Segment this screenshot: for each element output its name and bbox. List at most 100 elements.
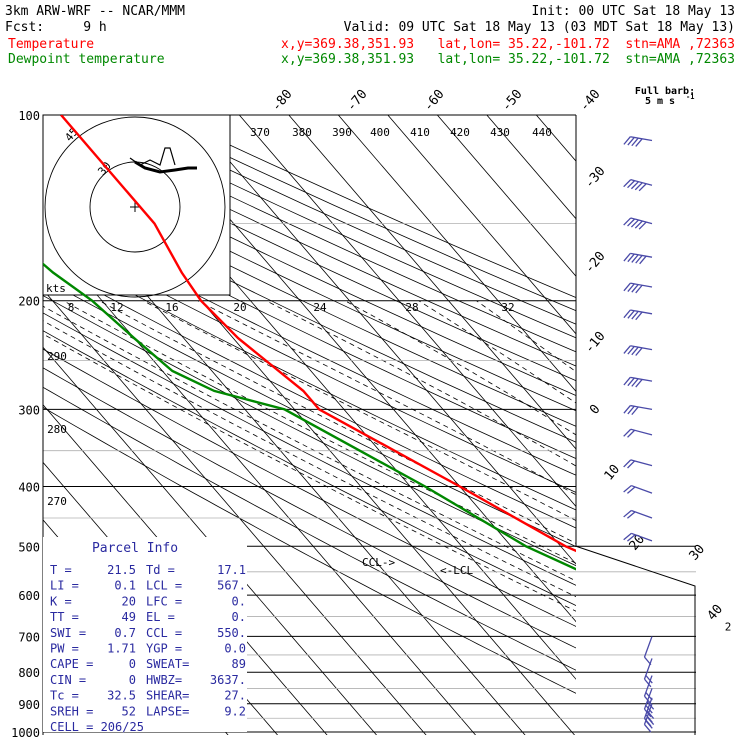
parcel-row: CAPE = 0 SWEAT= 89 xyxy=(50,657,246,671)
lcl-marker: <-LCL xyxy=(440,564,473,577)
wind-barb xyxy=(623,459,653,469)
wind-barb-flag xyxy=(631,346,639,356)
isotherm-label: -60 xyxy=(421,87,448,115)
parcel-label: PW = xyxy=(50,642,79,656)
wind-barb-flag xyxy=(635,378,643,388)
parcel-label: HWBZ= xyxy=(146,673,182,687)
moist-adiabat xyxy=(63,300,576,564)
wind-barb-flag xyxy=(635,284,643,294)
parcel-row: CIN = 0 HWBZ= 3637. xyxy=(50,673,246,687)
parcel-label: LI = xyxy=(50,579,79,593)
wind-barb-flag xyxy=(631,254,639,263)
parcel-label: LFC = xyxy=(146,594,182,608)
wind-barb-flag xyxy=(630,219,639,228)
moist-adiabat xyxy=(197,300,576,496)
wind-barb xyxy=(623,136,653,147)
theta-label: 270 xyxy=(47,495,67,508)
pressure-tick-label: 700 xyxy=(18,630,40,644)
wind-barb-flag xyxy=(643,724,652,733)
pressure-tick-label: 600 xyxy=(18,589,40,603)
parcel-row: K = 20 LFC = 0. xyxy=(50,594,246,608)
parcel-info-panel: Parcel Info T = 21.5 Td = 17.1 LI = 0.1 LCL = 5… xyxy=(43,537,247,734)
wind-barb xyxy=(623,428,653,438)
pressure-tick-label: 100 xyxy=(18,109,40,123)
parcel-value: 9.2 xyxy=(224,704,246,718)
parcel-label: SWEAT= xyxy=(146,657,189,671)
wind-barb-flag xyxy=(645,720,653,729)
dewpoint-profile xyxy=(43,262,576,571)
forecast-hour: Fcst: 9 h xyxy=(5,20,107,35)
wind-barb-flag xyxy=(643,708,652,718)
pressure-tick-label: 400 xyxy=(18,480,40,494)
dry-adiabat xyxy=(43,386,576,671)
parcel-row: Tc = 32.5 SHEAR= 27. xyxy=(50,689,246,703)
pressure-tick-label: 200 xyxy=(18,295,40,309)
wind-barb-flag xyxy=(623,252,631,262)
wind-barb xyxy=(623,376,653,388)
isotherm-label: -50 xyxy=(499,87,526,115)
wind-barb-flag xyxy=(631,378,639,387)
wind-barb-flag xyxy=(639,255,647,265)
hodograph-speed-label: 32 xyxy=(501,301,514,314)
parcel-value: 0 xyxy=(129,657,136,671)
parcel-row: T = 21.5 Td = 17.1 xyxy=(50,563,246,577)
dry-adiabat xyxy=(43,312,576,586)
isotherm-label: 0 xyxy=(587,402,604,418)
parcel-value: 1.71 xyxy=(107,642,136,656)
isotherm-label: -70 xyxy=(344,87,371,115)
parcel-label: YGP = xyxy=(146,642,182,656)
parcel-value: 0. xyxy=(232,610,246,624)
parcel-value: 89 xyxy=(232,657,246,671)
wind-barb-flag xyxy=(631,406,639,416)
wind-barb xyxy=(643,658,653,688)
theta-e-label: 370 xyxy=(250,126,270,139)
hodograph-kts-label: kts xyxy=(46,282,66,295)
wind-barb-flag xyxy=(623,485,632,493)
wind-barb-flag xyxy=(638,183,647,192)
parcel-label: CAPE = xyxy=(50,657,93,671)
wind-barb xyxy=(623,509,653,519)
dry-adiabat xyxy=(43,330,576,606)
hodograph-frame xyxy=(42,114,231,296)
isotherm xyxy=(288,115,576,450)
parcel-label: SHEAR= xyxy=(146,689,189,703)
wind-barb xyxy=(643,703,655,733)
wind-barb xyxy=(623,282,653,294)
wind-barb-flag xyxy=(623,510,632,518)
moist-adiabat xyxy=(142,300,576,522)
hodograph-speed-label: 24 xyxy=(313,301,327,314)
theta-e-label: 420 xyxy=(450,126,470,139)
parcel-value: 32.5 xyxy=(107,689,136,703)
isotherm xyxy=(238,115,576,508)
dry-adiabat xyxy=(43,295,576,567)
wind-barb-flag xyxy=(623,282,631,292)
pressure-tick-label: 900 xyxy=(18,698,40,712)
wind-barb-flag xyxy=(623,179,632,188)
isotherm xyxy=(387,115,576,335)
wind-barb-flag xyxy=(627,511,636,519)
wind-barb-flag xyxy=(627,253,635,263)
isotherm xyxy=(139,115,576,623)
wind-barb-flag xyxy=(627,486,636,494)
wind-barb-flag xyxy=(630,181,639,190)
dry-adiabat xyxy=(43,367,576,649)
isotherm xyxy=(486,115,576,220)
wind-barb xyxy=(643,688,655,718)
parcel-value: 0.0 xyxy=(224,642,246,656)
parcel-label: K = xyxy=(50,594,72,608)
wind-barb-flag xyxy=(635,138,643,147)
wind-barb-flag xyxy=(645,704,653,714)
dry-adiabat xyxy=(43,130,576,382)
isotherm-label: 30 xyxy=(687,542,709,564)
wind-barb-flag xyxy=(623,309,631,319)
wind-barb-flag xyxy=(627,136,635,146)
wind-barb-flag xyxy=(646,716,655,726)
parcel-label: SREH = xyxy=(50,704,93,718)
dry-adiabat xyxy=(43,143,576,396)
wind-barb-flag xyxy=(623,136,631,145)
isotherm-label: 40 xyxy=(705,602,727,624)
wind-barb-flag xyxy=(631,310,639,320)
parcel-label: Tc = xyxy=(50,689,79,703)
parcel-label: EL = xyxy=(146,610,175,624)
